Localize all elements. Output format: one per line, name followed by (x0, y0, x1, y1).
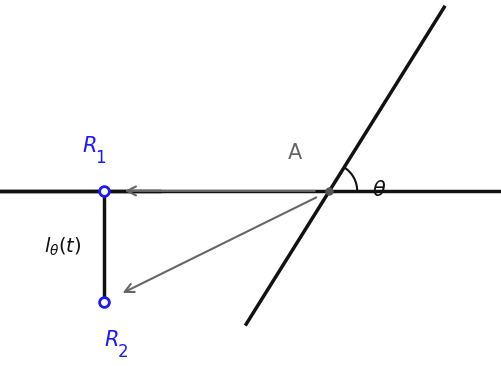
Text: θ: θ (372, 180, 385, 201)
Text: 1: 1 (95, 149, 105, 167)
Text: R: R (105, 330, 119, 350)
Text: 2: 2 (117, 343, 128, 361)
Text: $l_\theta(t)$: $l_\theta(t)$ (44, 235, 81, 258)
Text: A: A (287, 143, 301, 163)
Text: R: R (82, 136, 96, 156)
